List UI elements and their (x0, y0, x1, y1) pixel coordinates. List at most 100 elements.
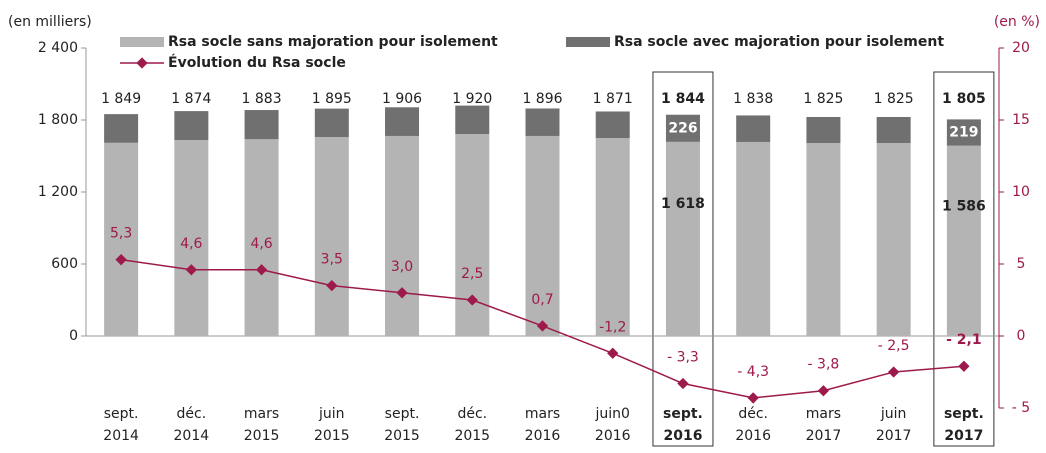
bar-segment (455, 105, 490, 135)
y2-tick-label: 15 (1012, 112, 1030, 128)
legend-swatch (120, 37, 164, 47)
total-label: 1 906 (382, 91, 422, 107)
x-tick-label: déc. (457, 406, 487, 422)
line-marker (466, 294, 478, 306)
y2-tick-label: 0 (1017, 328, 1026, 344)
x-tick-label: déc. (177, 406, 207, 422)
bar-segment (595, 138, 630, 336)
x-tick-label: 2016 (663, 428, 702, 444)
line-marker (185, 264, 198, 276)
bar-segment (665, 141, 700, 336)
line-marker (326, 279, 338, 292)
total-label: 1 805 (942, 91, 986, 107)
x-tick-label: juin (318, 406, 345, 422)
y2-tick-label: 5 (1017, 256, 1026, 272)
total-label: 1 920 (452, 91, 492, 107)
y-tick-label: 600 (51, 256, 78, 272)
total-label: 1 883 (242, 91, 282, 107)
bar-segment (314, 137, 349, 336)
bar-segment (525, 135, 560, 336)
bar-segment (876, 117, 911, 144)
bar-segment (314, 108, 349, 138)
total-label: 1 871 (593, 91, 633, 107)
x-tick-label: 2016 (525, 428, 561, 444)
bar-segment (174, 111, 209, 141)
x-tick-label: 2015 (314, 428, 350, 444)
total-label: 1 825 (874, 91, 914, 107)
legend-swatch (566, 37, 610, 47)
bar-segment (385, 107, 420, 136)
bar-segment (806, 117, 841, 144)
legend-label: Évolution du Rsa socle (168, 54, 346, 71)
highlight-box (652, 71, 714, 447)
bar-segment (876, 143, 911, 336)
x-tick-label: déc. (738, 406, 768, 422)
legend-marker (136, 57, 148, 69)
y2-tick-label: - 5 (1012, 400, 1030, 416)
line-value-label: 4,6 (180, 236, 202, 252)
legend-label: Rsa socle sans majoration pour isolement (168, 34, 498, 50)
bar-segment (244, 139, 279, 336)
x-tick-label: 2015 (244, 428, 280, 444)
line-marker (817, 385, 830, 397)
bar-segment (104, 114, 139, 143)
line-marker (958, 360, 970, 372)
y-tick-label: 0 (69, 328, 78, 344)
bar-segment (244, 110, 279, 140)
x-tick-label: mars (244, 406, 279, 422)
line-value-label: -1,2 (599, 319, 626, 335)
bar-segment (385, 135, 420, 336)
segment-label: 226 (668, 120, 697, 136)
total-label: 1 825 (803, 91, 843, 107)
y-tick-label: 1 200 (38, 184, 78, 200)
x-tick-label: sept. (663, 406, 703, 422)
bar-segment (736, 115, 771, 142)
x-tick-label: mars (525, 406, 560, 422)
bar-segment (525, 108, 560, 136)
x-tick-label: 2016 (595, 428, 631, 444)
x-tick-label: 2017 (876, 428, 912, 444)
bar-segment (595, 111, 630, 138)
segment-label: 1 618 (661, 196, 705, 212)
line-marker (536, 320, 549, 332)
highlight-box (933, 71, 995, 447)
bar-segment (946, 145, 981, 336)
line-marker (887, 366, 900, 378)
line-value-label: - 2,5 (878, 338, 910, 354)
y-axis-label: (en milliers) (8, 14, 92, 30)
x-tick-label: 2017 (944, 428, 983, 444)
y2-tick-label: 10 (1012, 184, 1030, 200)
total-label: 1 844 (661, 91, 705, 107)
x-tick-label: juin0 (595, 406, 630, 422)
x-tick-label: 2017 (806, 428, 842, 444)
y2-axis-label: (en %) (994, 14, 1040, 30)
x-tick-label: 2015 (384, 428, 420, 444)
bar-segment (104, 142, 139, 336)
bar-segment (455, 134, 490, 336)
segment-label: 219 (949, 125, 978, 141)
line-marker (607, 347, 619, 359)
total-label: 1 849 (101, 91, 141, 107)
line-marker (677, 377, 689, 390)
line-value-label: 5,3 (110, 226, 132, 242)
line-value-label: - 4,3 (737, 364, 769, 380)
line-marker (255, 264, 268, 276)
x-tick-label: sept. (104, 406, 139, 422)
line-value-label: 4,6 (250, 236, 272, 252)
line-value-label: - 3,3 (667, 350, 699, 366)
y-tick-label: 2 400 (38, 40, 78, 56)
line-value-label: - 2,1 (946, 332, 982, 348)
bar-segment (665, 114, 700, 142)
segment-label: 1 586 (942, 199, 986, 215)
line-value-label: 0,7 (531, 292, 553, 308)
total-label: 1 896 (522, 91, 562, 107)
y-tick-label: 1 800 (38, 112, 78, 128)
total-label: 1 895 (312, 91, 352, 107)
bar-segment (806, 143, 841, 336)
line-marker (747, 392, 759, 404)
x-tick-label: juin (880, 406, 907, 422)
x-tick-label: 2014 (174, 428, 210, 444)
line-value-label: 3,5 (321, 252, 343, 268)
line-value-label: - 3,8 (808, 357, 840, 373)
